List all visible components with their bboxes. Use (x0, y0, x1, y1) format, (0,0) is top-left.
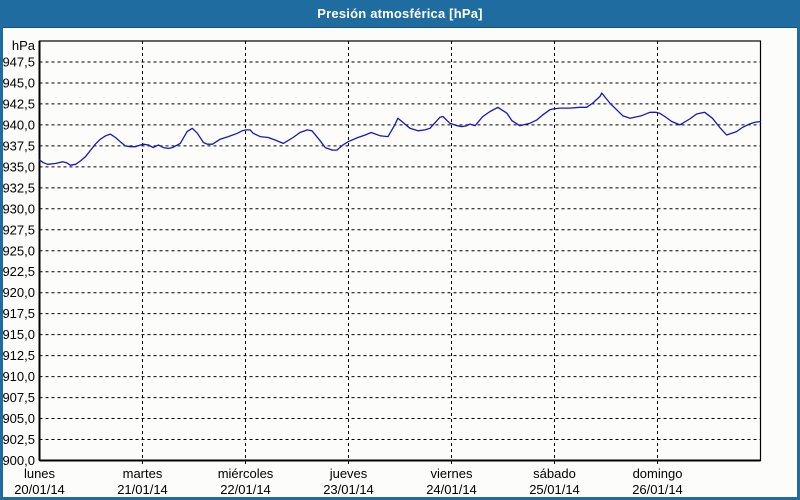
y-tick-label: 922,5 (3, 264, 35, 279)
x-day-name: viernes (431, 466, 473, 481)
plot-frame (38, 40, 762, 462)
y-tick-label: 932,5 (3, 180, 35, 195)
x-day-date: 24/01/14 (426, 482, 477, 497)
y-tick-label: 927,5 (3, 222, 35, 237)
y-tick-label: 942,5 (3, 96, 35, 111)
x-day-date: 25/01/14 (529, 482, 580, 497)
pressure-chart: hPa 947,5945,0942,5940,0937,5935,0932,59… (3, 38, 762, 497)
y-tick-label: 915,0 (3, 327, 35, 342)
pressure-line-series (38, 92, 762, 166)
x-day-name: lunes (24, 466, 56, 481)
y-tick-label: 930,0 (3, 201, 35, 216)
chart-title: Presión atmosférica [hPa] (317, 6, 483, 21)
x-day-date: 21/01/14 (117, 482, 168, 497)
x-day-name: domingo (633, 466, 683, 481)
y-tick-label: 900,0 (3, 453, 35, 468)
y-tick-label: 912,5 (3, 348, 35, 363)
y-tick-label: 935,0 (3, 159, 35, 174)
x-day-date: 26/01/14 (632, 482, 683, 497)
chart-titlebar: Presión atmosférica [hPa] (3, 0, 797, 28)
y-tick-label: 925,0 (3, 243, 35, 258)
x-day-name: martes (123, 466, 163, 481)
gridlines (39, 41, 761, 466)
x-day-name: miércoles (218, 466, 274, 481)
y-tick-label: 920,0 (3, 285, 35, 300)
y-tick-label: 910,0 (3, 369, 35, 384)
x-day-date: 20/01/14 (14, 482, 65, 497)
y-tick-label: 905,0 (3, 411, 35, 426)
pressure-polyline (38, 92, 762, 166)
y-tick-label: 907,5 (3, 390, 35, 405)
y-axis-unit-label: hPa (12, 38, 36, 53)
y-tick-label: 902,5 (3, 432, 35, 447)
x-day-name: sábado (533, 466, 576, 481)
x-day-date: 22/01/14 (220, 482, 271, 497)
y-tick-label: 947,5 (3, 54, 35, 69)
x-day-date: 23/01/14 (323, 482, 374, 497)
y-tick-label: 917,5 (3, 306, 35, 321)
y-tick-label: 937,5 (3, 138, 35, 153)
y-axis-tick-labels: 947,5 945,0 942,5 940,0 937,5 935,0 932,5 930,0… (3, 54, 35, 468)
y-tick-label: 940,0 (3, 117, 35, 132)
y-tick-label: 945,0 (3, 75, 35, 90)
x-day-name: jueves (329, 466, 368, 481)
